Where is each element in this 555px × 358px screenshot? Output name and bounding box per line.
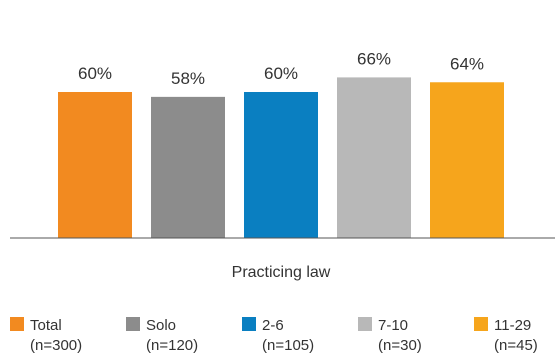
bar-11-29 [430, 82, 504, 239]
value-label: 60% [78, 64, 112, 83]
legend-item: Total (n=300) [10, 317, 82, 354]
legend: Total (n=300) Solo (n=120) 2-6 (n=105) 7-10 (n=… [10, 317, 538, 354]
legend-swatch [126, 317, 140, 331]
legend-sample-size: (n=45) [494, 337, 538, 354]
legend-swatch [358, 317, 372, 331]
legend-label: 11-29 [494, 317, 531, 334]
bars-group [58, 77, 504, 239]
bar-total [58, 92, 132, 238]
legend-sample-size: (n=120) [146, 337, 198, 354]
x-axis-title: Practicing law [232, 264, 331, 281]
value-label: 64% [450, 54, 484, 73]
legend-item: 11-29 (n=45) [474, 317, 538, 354]
value-label: 60% [264, 64, 298, 83]
value-label: 58% [171, 69, 205, 88]
legend-swatch [474, 317, 488, 331]
legend-sample-size: (n=105) [262, 337, 314, 354]
legend-swatch [10, 317, 24, 331]
legend-sample-size: (n=30) [378, 337, 422, 354]
legend-label: 2-6 [262, 317, 284, 334]
legend-item: Solo (n=120) [126, 317, 198, 354]
legend-swatch [242, 317, 256, 331]
bar-7-10 [337, 77, 411, 239]
legend-item: 2-6 (n=105) [242, 317, 314, 354]
bar-solo [151, 96, 225, 238]
legend-label: Solo [146, 317, 176, 334]
value-label: 66% [357, 49, 391, 68]
value-labels-group: 60% 58% 60% 66% 64% [78, 49, 484, 87]
legend-label: Total [30, 317, 62, 334]
legend-label: 7-10 [378, 317, 408, 334]
legend-item: 7-10 (n=30) [358, 317, 422, 354]
bar-2-6 [244, 92, 318, 238]
legend-sample-size: (n=300) [30, 337, 82, 354]
